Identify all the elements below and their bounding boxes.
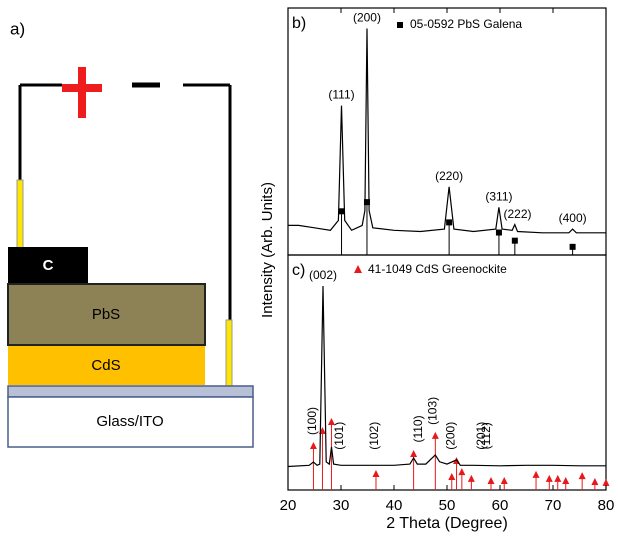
layer-ito	[7, 385, 254, 398]
x-axis-label: 2 Theta (Degree)	[386, 515, 508, 532]
peak-label: (200)	[353, 11, 381, 25]
x-tick-label: 20	[280, 497, 297, 514]
peak-label: (100)	[305, 407, 319, 435]
plus-sign	[62, 67, 102, 118]
peak-label: (222)	[503, 207, 531, 221]
reference-marker	[446, 219, 453, 226]
layer-label: Glass/ITO	[96, 413, 163, 430]
reference-marker	[372, 469, 380, 477]
layer-label: C	[43, 257, 54, 274]
reference-marker	[448, 473, 456, 481]
legend-label: 41-1049 CdS Greenockite	[368, 262, 507, 276]
layer-c	[8, 247, 88, 283]
reference-marker	[495, 229, 502, 236]
peak-label: (400)	[559, 211, 587, 225]
peak-label: (103)	[425, 397, 439, 425]
layer-label: CdS	[91, 357, 120, 374]
data-line	[288, 28, 606, 234]
x-tick-label: 80	[598, 497, 615, 514]
reference-marker	[554, 474, 562, 482]
panel-label: b)	[292, 15, 306, 32]
reference-marker	[467, 474, 475, 482]
peak-label: (220)	[435, 169, 463, 183]
layer-label: PbS	[92, 306, 120, 323]
legend-marker	[397, 22, 403, 28]
x-tick-label: 40	[386, 497, 403, 514]
reference-marker	[532, 470, 540, 478]
peak-label: (200)	[443, 422, 457, 450]
reference-marker	[602, 478, 610, 486]
x-tick-label: 70	[545, 497, 562, 514]
reference-marker	[500, 477, 508, 485]
reference-marker	[458, 468, 466, 476]
reference-marker	[487, 477, 495, 485]
reference-marker	[511, 237, 518, 244]
panel-label: c)	[292, 262, 305, 279]
legend-label: 05-0592 PbS Galena	[410, 17, 522, 31]
data-line	[287, 285, 606, 468]
layer-glass	[7, 396, 254, 448]
reference-marker	[591, 477, 599, 485]
reference-marker	[338, 208, 345, 215]
x-tick-label: 60	[492, 497, 509, 514]
reference-marker	[327, 418, 335, 426]
peak-label: (101)	[332, 422, 346, 450]
peak-label: (111)	[328, 88, 354, 102]
panel-label: a)	[10, 19, 25, 38]
circuit	[18, 82, 232, 320]
reference-marker	[569, 243, 576, 250]
plot-frame	[287, 254, 607, 491]
peak-label: (311)	[485, 190, 512, 204]
reference-marker	[578, 472, 586, 480]
peak-label: (102)	[367, 422, 381, 450]
wire-contact	[225, 319, 233, 387]
legend-marker	[354, 265, 362, 273]
layer-pbs	[7, 283, 206, 346]
reference-marker	[562, 477, 570, 485]
layer-cds	[8, 346, 205, 385]
reference-marker	[309, 441, 317, 449]
y-axis-label: Intensity (Arb. Units)	[259, 182, 276, 318]
x-tick-label: 30	[333, 497, 350, 514]
peak-label: (002)	[309, 268, 337, 282]
reference-marker	[363, 199, 370, 206]
x-tick-label: 50	[439, 497, 456, 514]
peak-label: (110)	[411, 415, 425, 442]
wire-contact	[16, 179, 24, 249]
reference-marker	[431, 431, 439, 439]
reference-marker	[410, 449, 418, 457]
peak-label: (201)	[474, 422, 488, 450]
reference-marker	[545, 474, 553, 482]
peak-label: (112)	[479, 422, 493, 449]
